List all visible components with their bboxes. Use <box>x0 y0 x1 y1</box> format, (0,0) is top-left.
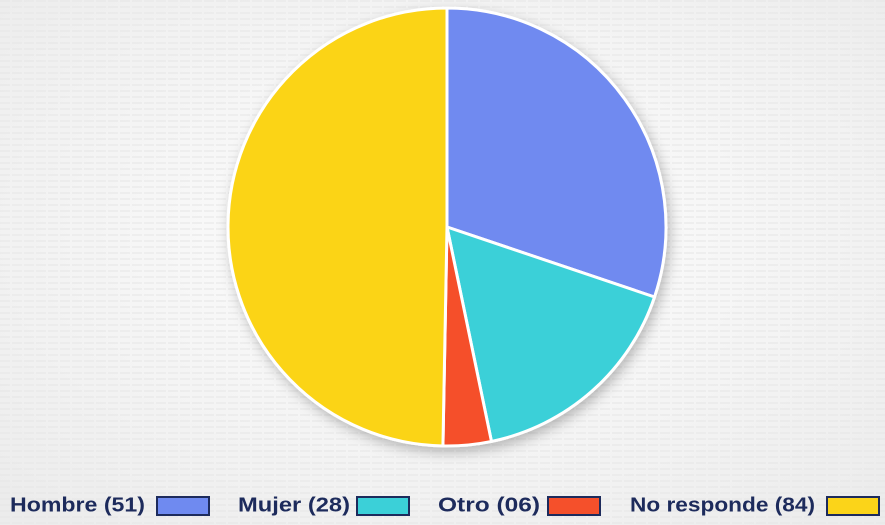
legend-label: Hombre (51) <box>10 494 145 516</box>
legend-swatch <box>356 496 410 516</box>
pie-slice <box>445 225 657 443</box>
pie-slice <box>226 6 449 448</box>
legend: Hombre (51) Mujer (28) Otro (06) No respond… <box>10 494 880 516</box>
legend-swatch <box>547 496 601 516</box>
pie-slice <box>445 6 668 299</box>
legend-label: No responde (84) <box>630 494 815 516</box>
legend-swatch <box>826 496 880 516</box>
legend-swatch <box>156 496 210 516</box>
legend-label: Otro (06) <box>438 494 540 516</box>
pie <box>226 6 668 448</box>
legend-label: Mujer (28) <box>238 494 350 516</box>
